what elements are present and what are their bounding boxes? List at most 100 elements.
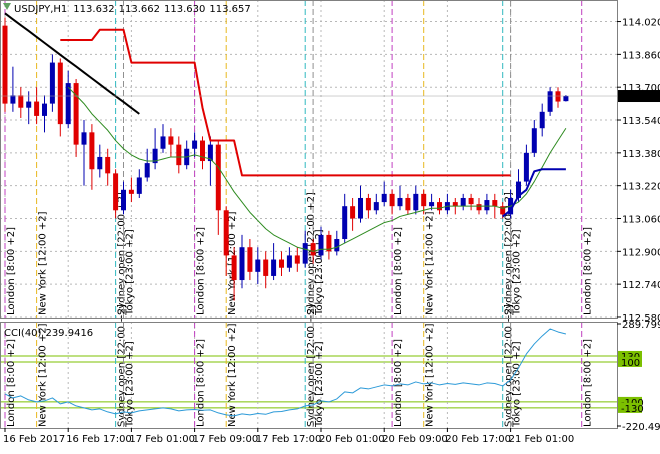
candle-body <box>10 95 16 104</box>
candle-body <box>113 173 119 211</box>
indicator-header: CCI(40) 239.9416 <box>4 328 93 339</box>
x-tick-label: 20 Feb 09:00 <box>382 434 448 445</box>
current-price-label: 113.657 <box>621 92 660 103</box>
indicator-line <box>4 12 140 115</box>
candle-body <box>437 202 442 211</box>
session-label: Tokyo [23:00 +2] <box>125 341 136 428</box>
candle-body <box>57 62 63 125</box>
x-tick-label: 16 Feb 17:00 <box>66 434 132 445</box>
x-tick-label: 17 Feb 09:00 <box>193 434 259 445</box>
level-label-box <box>618 356 642 367</box>
session-label: New York [12:00 +2] <box>38 211 49 315</box>
candle-body <box>42 103 47 116</box>
candle-body <box>492 200 498 207</box>
candle-body <box>168 136 174 145</box>
level-label-box <box>618 396 642 407</box>
session-label: Sydney open [22:00 +2] <box>504 304 515 427</box>
candle-body <box>136 177 142 194</box>
ohlc-value: 113.657 <box>209 4 250 15</box>
y-tick-label: 113.380 <box>622 149 660 160</box>
candle-body <box>255 259 261 272</box>
session-label: Tokyo [23:00 +2] <box>512 341 523 428</box>
candle-body <box>500 206 506 215</box>
candle-body <box>81 132 87 145</box>
candle-body <box>516 181 521 198</box>
candle-body <box>239 247 245 281</box>
candle-body <box>26 101 32 108</box>
candle-body <box>555 91 561 102</box>
y-tick-label: 112.900 <box>622 247 660 258</box>
candle-body <box>334 239 340 252</box>
candle-body <box>215 144 221 211</box>
candle-body <box>247 247 253 272</box>
candle-body <box>18 95 24 108</box>
y-tick-label: 114.020 <box>622 18 660 29</box>
ohlc-value: 113.632 <box>73 4 114 15</box>
candle-body <box>563 96 569 102</box>
candle-body <box>547 91 553 112</box>
session-label: London [8:00 +2] <box>196 227 207 315</box>
y-tick-label: 112.580 <box>622 313 660 324</box>
candle-body <box>318 234 324 256</box>
session-label: London [8:00 +2] <box>6 339 17 427</box>
level-label: -130 <box>621 404 644 415</box>
candle-body <box>34 101 40 116</box>
session-label: Sydney open [22:00 +2] <box>504 192 515 315</box>
y-tick-label: 113.060 <box>622 214 660 225</box>
candle-body <box>302 243 308 264</box>
candle-body <box>523 152 529 182</box>
candle-body <box>128 189 134 194</box>
indicator-line <box>60 28 511 177</box>
candle-body <box>365 197 371 211</box>
session-label: Tokyo [23:00 +2] <box>314 341 325 428</box>
session-label: Tokyo [23:00 +2] <box>125 229 136 316</box>
main-pane-border <box>0 0 618 319</box>
candle-body <box>397 197 403 207</box>
x-tick-label: 17 Feb 01:00 <box>129 434 195 445</box>
x-tick-label: 20 Feb 17:00 <box>445 434 511 445</box>
candle-body <box>294 255 300 264</box>
candle-body <box>192 140 198 149</box>
y-tick-label: 113.860 <box>622 50 660 61</box>
session-label: London [8:00 +2] <box>583 227 594 315</box>
candle-body <box>105 156 111 174</box>
candle-body <box>421 193 427 207</box>
mark-layer <box>0 12 617 417</box>
candle-body <box>476 204 482 211</box>
session-label: London [8:00 +2] <box>393 227 404 315</box>
candle-body <box>484 200 490 211</box>
candle-body <box>271 259 277 276</box>
x-tick-label: 16 Feb 2017 <box>3 434 65 445</box>
candle-body <box>358 197 363 219</box>
candle-body <box>89 132 95 170</box>
ohlc-value: 113.662 <box>119 4 160 15</box>
session-label: Sydney open [22:00 +2] <box>117 192 128 315</box>
y-tick-label: 112.740 <box>622 280 660 291</box>
candle-body <box>405 197 411 211</box>
candle-body <box>373 202 379 211</box>
candle-body <box>49 62 55 104</box>
cci-line <box>4 328 567 417</box>
candle-body <box>223 210 229 256</box>
y-tick-label: 289.7995 <box>622 320 660 331</box>
session-label: New York [12:00 +2] <box>425 323 436 427</box>
y-tick-label: 113.220 <box>622 182 660 193</box>
y-tick-label: 113.540 <box>622 116 660 127</box>
level-label-box <box>618 350 642 361</box>
x-tick-label: 21 Feb 01:00 <box>509 434 575 445</box>
y-tick-label: 113.700 <box>622 83 660 94</box>
ohlc-value: 113.630 <box>164 4 205 15</box>
candle-body <box>2 25 8 104</box>
current-price-box <box>618 90 660 103</box>
session-label: Sydney open [22:00 +2] <box>306 304 317 427</box>
candle-body <box>200 140 205 162</box>
y-tick-label: -220.4932 <box>622 422 660 433</box>
indicator-name: CCI(40) <box>4 328 42 339</box>
chart-header: USDJPY,H1 113.632 113.662 113.630 113.657 <box>14 4 251 15</box>
symbol: USDJPY,H1 <box>14 4 67 15</box>
candle-body <box>263 259 269 276</box>
candle-body <box>152 148 158 164</box>
candle-body <box>286 255 292 268</box>
